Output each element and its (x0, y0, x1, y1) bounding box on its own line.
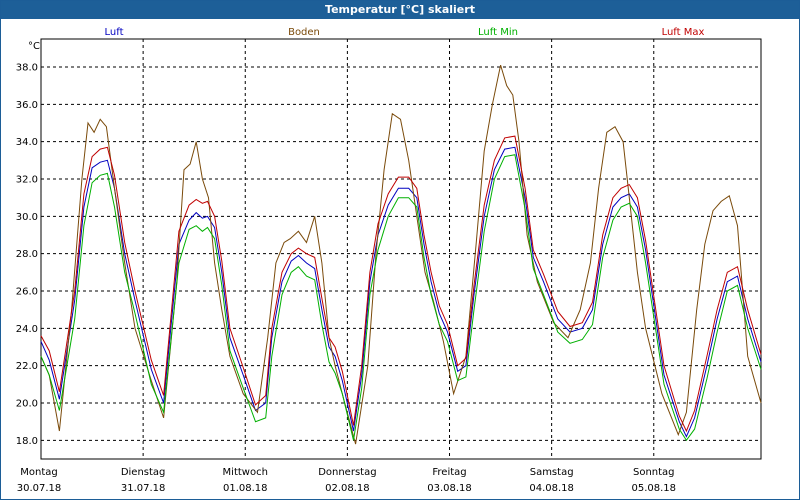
series-line (40, 154, 762, 442)
y-tick-label: 34.0 (16, 137, 38, 148)
x-tick-weekday-label: Montag (20, 467, 57, 478)
x-tick-weekday-label: Mittwoch (223, 467, 268, 478)
series-layer (40, 64, 762, 445)
legend-entry: Boden (288, 27, 320, 38)
legend-entry: Luft Max (662, 27, 705, 38)
plot-area (40, 38, 762, 460)
x-axis-ticks: Montag 30.07.18 Dienstag 31.07.18 Mittwoch 01… (17, 467, 676, 494)
x-tick-date-label: 30.07.18 (17, 483, 62, 494)
x-tick-weekday-label: Freitag (432, 467, 466, 478)
y-tick-label: 20.0 (16, 399, 38, 410)
x-tick-date-label: 31.07.18 (121, 483, 166, 494)
series-line (40, 135, 762, 433)
x-tick-date-label: 01.08.18 (223, 483, 268, 494)
x-tick-date-label: 04.08.18 (529, 483, 574, 494)
y-axis-unit-label: °C (28, 41, 40, 52)
x-tick-date-label: 02.08.18 (325, 483, 370, 494)
y-tick-label: 30.0 (16, 212, 38, 223)
x-tick-date-label: 05.08.18 (632, 483, 677, 494)
legend-entry: Luft (105, 27, 124, 38)
y-tick-label: 32.0 (16, 175, 38, 186)
y-tick-label: 24.0 (16, 324, 38, 335)
grid (41, 39, 761, 459)
y-tick-label: 28.0 (16, 249, 38, 260)
y-tick-label: 36.0 (16, 100, 38, 111)
legend: Luft Boden Luft Min Luft Max (105, 27, 705, 38)
series-line (40, 146, 762, 438)
x-tick-date-label: 03.08.18 (427, 483, 472, 494)
x-tick-weekday-label: Donnerstag (318, 467, 376, 478)
y-axis-ticks: 18.0 20.0 22.0 24.0 26.0 28.0 30.0 32.0 34.0 36.0… (16, 63, 38, 447)
x-tick-weekday-label: Dienstag (121, 467, 166, 478)
y-tick-label: 18.0 (16, 436, 38, 447)
legend-entry: Luft Min (478, 27, 518, 38)
x-tick-weekday-label: Sonntag (633, 467, 675, 478)
y-tick-label: 26.0 (16, 287, 38, 298)
temperature-chart: Luft Boden Luft Min Luft Max °C 18.0 20.0 22.… (16, 27, 762, 494)
chart-title: Temperatur [°C] skaliert (1, 1, 799, 19)
y-tick-label: 22.0 (16, 361, 38, 372)
y-tick-label: 38.0 (16, 63, 38, 74)
x-tick-weekday-label: Samstag (530, 467, 574, 478)
